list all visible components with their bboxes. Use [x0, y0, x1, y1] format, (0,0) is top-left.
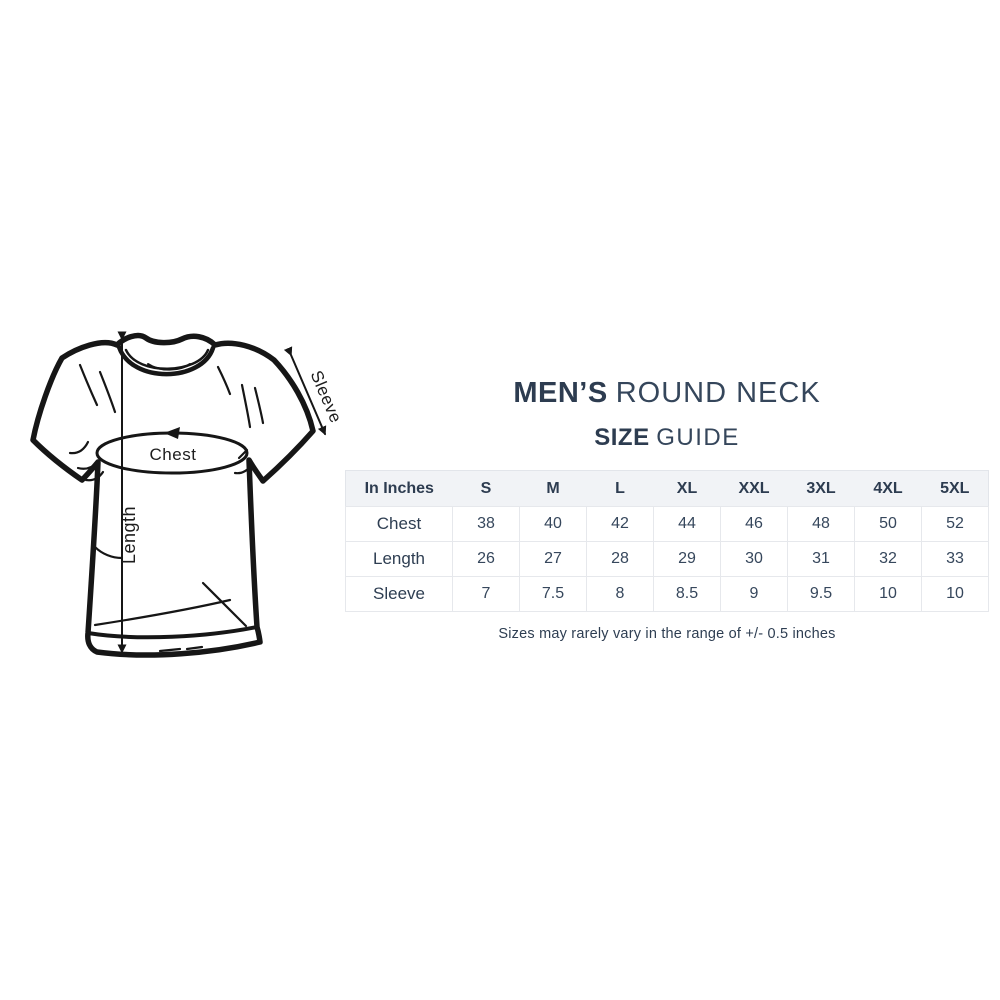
table-row-length: Length 26 27 28 29 30 31 32 33 [345, 541, 989, 577]
wrinkle-lines [68, 363, 265, 653]
size-table-header-row: In Inches S M L XL XXL 3XL 4XL 5XL [345, 470, 989, 507]
cell-length-m: 27 [519, 541, 587, 577]
page-title: MEN’S ROUND NECK [345, 377, 989, 409]
cell-chest-l: 42 [586, 506, 654, 542]
cell-sleeve-xl: 8.5 [653, 576, 721, 612]
page-subtitle-strong: SIZE [594, 424, 650, 451]
col-header-m: M [519, 470, 587, 507]
length-label: Length [119, 506, 139, 564]
cell-sleeve-5xl: 10 [921, 576, 989, 612]
col-header-l: L [586, 470, 654, 507]
cell-chest-s: 38 [452, 506, 520, 542]
table-row-chest: Chest 38 40 42 44 46 48 50 52 [345, 506, 989, 542]
tshirt-outline [30, 332, 316, 658]
cell-sleeve-s: 7 [452, 576, 520, 612]
cell-sleeve-xxl: 9 [720, 576, 788, 612]
page-subtitle-light: GUIDE [656, 424, 740, 451]
cell-length-xl: 29 [653, 541, 721, 577]
cell-chest-3xl: 48 [787, 506, 855, 542]
cell-sleeve-m: 7.5 [519, 576, 587, 612]
size-variance-note: Sizes may rarely vary in the range of +/… [498, 626, 836, 642]
page-title-strong: MEN’S [513, 377, 608, 409]
cell-sleeve-4xl: 10 [854, 576, 922, 612]
cell-chest-5xl: 52 [921, 506, 989, 542]
col-header-3xl: 3XL [787, 470, 855, 507]
chest-ellipse [95, 427, 249, 475]
page-title-light: ROUND NECK [615, 377, 821, 409]
col-header-xl: XL [653, 470, 721, 507]
sleeve-label: Sleeve [307, 368, 346, 426]
chest-label: Chest [150, 445, 197, 464]
cell-length-5xl: 33 [921, 541, 989, 577]
row-label-length: Length [345, 541, 453, 577]
page-subtitle: SIZE GUIDE [345, 424, 989, 451]
cell-length-4xl: 32 [854, 541, 922, 577]
col-header-unit: In Inches [345, 470, 453, 507]
col-header-4xl: 4XL [854, 470, 922, 507]
col-header-xxl: XXL [720, 470, 788, 507]
cell-sleeve-3xl: 9.5 [787, 576, 855, 612]
table-row-sleeve: Sleeve 7 7.5 8 8.5 9 9.5 10 10 [345, 576, 989, 612]
cell-length-l: 28 [586, 541, 654, 577]
tshirt-diagram: Length Chest Sleeve [22, 322, 352, 682]
cell-length-s: 26 [452, 541, 520, 577]
cell-length-3xl: 31 [787, 541, 855, 577]
col-header-5xl: 5XL [921, 470, 989, 507]
cell-chest-xxl: 46 [720, 506, 788, 542]
cell-chest-xl: 44 [653, 506, 721, 542]
cell-chest-m: 40 [519, 506, 587, 542]
col-header-s: S [452, 470, 520, 507]
cell-chest-4xl: 50 [854, 506, 922, 542]
size-table: In Inches S M L XL XXL 3XL 4XL 5XL Chest… [345, 470, 989, 612]
row-label-sleeve: Sleeve [345, 576, 453, 612]
sleeve-arrow [283, 346, 327, 436]
cell-length-xxl: 30 [720, 541, 788, 577]
cell-sleeve-l: 8 [586, 576, 654, 612]
row-label-chest: Chest [345, 506, 453, 542]
tshirt-sketch-svg: Length Chest Sleeve [30, 331, 346, 658]
